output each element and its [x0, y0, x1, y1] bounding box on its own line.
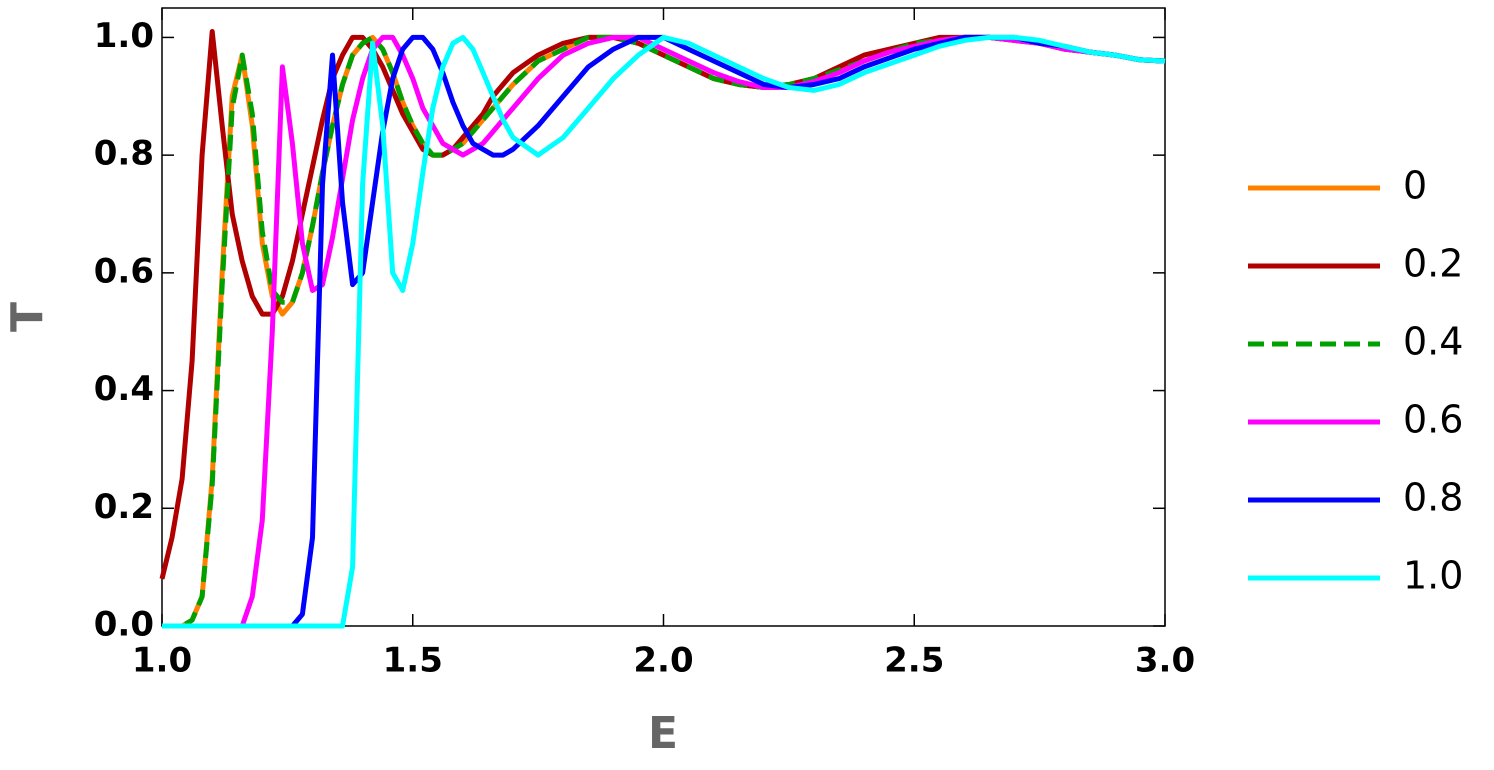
- legend-label: 0.2: [1403, 242, 1463, 286]
- series-line: [162, 34, 1166, 629]
- series-line: [162, 34, 1166, 629]
- x-axis-label: E: [648, 708, 678, 759]
- legend-label: 0.6: [1403, 398, 1463, 442]
- x-tick-label: 2.0: [633, 641, 693, 681]
- x-tick-label: 1.0: [132, 641, 192, 681]
- legend-label: 0: [1403, 164, 1427, 208]
- legend-label: 0.4: [1403, 320, 1463, 364]
- y-tick-label: 0.4: [94, 369, 154, 409]
- legend-label: 1.0: [1403, 554, 1463, 598]
- y-axis-label: T: [2, 302, 53, 332]
- y-tick-label: 0.0: [94, 605, 154, 645]
- legend-label: 0.8: [1403, 476, 1463, 520]
- series-line: [162, 34, 1166, 629]
- y-tick-label: 1.0: [94, 16, 154, 56]
- y-tick-label: 0.6: [94, 251, 154, 291]
- x-tick-label: 1.5: [383, 641, 443, 681]
- x-tick-label: 3.0: [1135, 641, 1195, 681]
- y-tick-label: 0.2: [94, 487, 154, 527]
- x-tick-label: 2.5: [884, 641, 944, 681]
- y-tick-label: 0.8: [94, 134, 154, 174]
